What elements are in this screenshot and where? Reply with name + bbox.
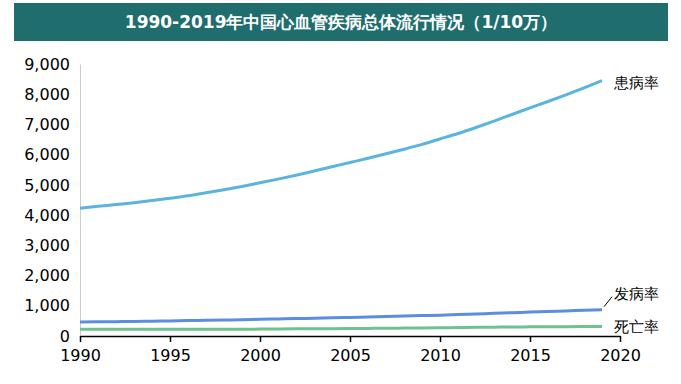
y-tick-label: 6,000 (24, 145, 70, 164)
y-tick-label: 3,000 (24, 236, 70, 255)
x-tick-mark (260, 336, 262, 342)
y-tick-label: 4,000 (24, 206, 70, 225)
y-axis: 0 1,000 2,000 3,000 4,000 5,000 6,000 7,000 8,00… (24, 55, 80, 346)
y-tick: 9,000 (24, 55, 80, 74)
x-tick: 2000 (240, 336, 281, 365)
x-tick-mark (440, 336, 442, 342)
series-label: 患病率 (613, 74, 659, 92)
y-tick: 8,000 (24, 85, 80, 104)
x-tick: 2015 (510, 336, 551, 365)
x-tick: 1990 (60, 336, 101, 365)
series-line (80, 326, 602, 329)
x-tick: 1995 (150, 336, 191, 365)
x-tick-label: 2000 (240, 346, 281, 365)
y-tick-label: 7,000 (24, 115, 70, 134)
y-tick: 6,000 (24, 145, 80, 164)
series-label: 发病率 (614, 285, 659, 303)
y-tick: 4,000 (24, 206, 80, 225)
y-tick-label: 9,000 (24, 55, 70, 74)
series-label: 死亡率 (614, 318, 659, 336)
y-tick-label: 5,000 (24, 176, 70, 195)
x-tick-label: 2005 (330, 346, 371, 365)
title-bar (14, 3, 668, 41)
x-tick-mark (170, 336, 172, 342)
y-tick: 0 (60, 327, 80, 346)
x-tick-label: 2020 (600, 346, 641, 365)
title: 1990-2019年中国心血管疾病总体流行情况（1/10万） (125, 12, 557, 32)
lines (80, 81, 602, 330)
x-tick-mark (620, 336, 622, 342)
x-tick: 2010 (420, 336, 461, 365)
y-tick: 3,000 (24, 236, 80, 255)
x-tick-mark (80, 336, 82, 342)
y-tick: 7,000 (24, 115, 80, 134)
x-tick-mark (350, 336, 352, 342)
x-tick-mark (530, 336, 532, 342)
y-tick: 2,000 (24, 266, 80, 285)
x-tick-label: 2015 (510, 346, 551, 365)
label-leader (604, 297, 612, 307)
y-tick-label: 1,000 (24, 296, 70, 315)
y-tick-label: 2,000 (24, 266, 70, 285)
y-tick: 5,000 (24, 176, 80, 195)
x-tick-label: 2010 (420, 346, 461, 365)
chart: 1990-2019年中国心血管疾病总体流行情况（1/10万） 0 1,000 2,00… (0, 0, 681, 384)
series-line (80, 310, 602, 322)
x-tick: 2020 (600, 336, 641, 365)
y-tick-label: 8,000 (24, 85, 70, 104)
y-tick: 1,000 (24, 296, 80, 315)
y-tick-label: 0 (60, 327, 70, 346)
y-axis-line (80, 65, 81, 337)
series-line (80, 81, 602, 209)
x-tick-label: 1990 (60, 346, 101, 365)
x-tick: 2005 (330, 336, 371, 365)
x-tick-label: 1995 (150, 346, 191, 365)
x-axis: 1990 1995 2000 2005 2010 2015 2020 (60, 336, 641, 365)
